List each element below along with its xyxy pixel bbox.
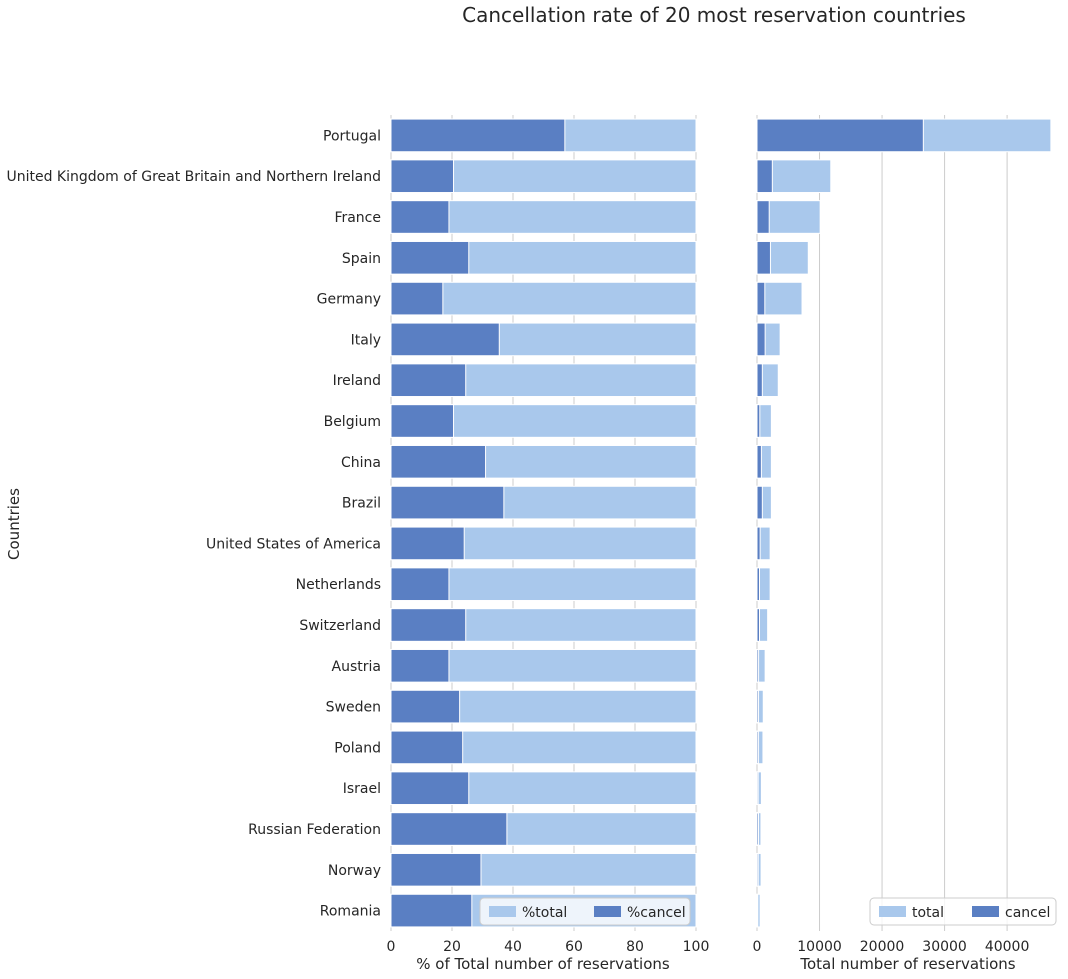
y-tick-spain: Spain: [342, 251, 381, 267]
bar-left-cancel-spain: [390, 240, 470, 275]
bar-right-cancel-brazil: [756, 485, 763, 520]
legend-swatch-cancel: [972, 906, 999, 917]
bar-right-cancel-portugal: [756, 118, 924, 153]
legend-label-total: total: [912, 905, 944, 921]
y-tick-ireland: Ireland: [333, 373, 381, 389]
right-bars: [756, 118, 1052, 928]
bar-left-cancel-portugal: [390, 118, 566, 153]
bar-right-cancel-ireland: [756, 363, 763, 398]
bar-left-cancel-ireland: [390, 363, 467, 398]
bar-left-cancel-united-states-of-america: [390, 526, 465, 561]
bar-left-cancel-united-kingdom-of-great-britain-and-northern-ireland: [390, 159, 455, 194]
left-panel-percent: Portugal United Kingdom of Great Britain …: [6, 115, 709, 973]
bar-left-cancel-austria: [390, 648, 450, 683]
x-tick-left-20: 20: [443, 939, 461, 955]
left-legend: %total %cancel: [479, 897, 691, 926]
x-tick-right-30000: 30000: [922, 939, 967, 955]
bar-right-cancel-belgium: [756, 404, 761, 438]
y-tick-switzerland: Switzerland: [299, 618, 381, 634]
right-x-tick-labels: 0 10000 20000 30000 40000: [753, 939, 1030, 955]
legend-swatch-total: [879, 906, 906, 917]
y-tick-portugal: Portugal: [323, 128, 381, 144]
x-tick-right-0: 0: [753, 939, 762, 955]
x-tick-left-40: 40: [504, 939, 522, 955]
y-tick-israel: Israel: [343, 781, 381, 797]
y-tick-france: France: [334, 210, 381, 226]
y-tick-norway: Norway: [328, 863, 381, 879]
right-gridlines: [756, 115, 1008, 931]
bar-right-cancel-germany: [756, 281, 766, 316]
left-x-tick-labels: 0 20 40 60 80 100: [387, 939, 710, 955]
x-tick-left-100: 100: [683, 939, 710, 955]
x-tick-left-0: 0: [387, 939, 396, 955]
bar-left-cancel-sweden: [390, 689, 461, 724]
y-tick-romania: Romania: [320, 904, 381, 920]
bar-right-cancel-china: [756, 444, 762, 479]
legend-label-cancel: %cancel: [627, 905, 686, 921]
bar-left-cancel-russian-federation: [390, 812, 508, 846]
bar-right-cancel-austria: [756, 648, 760, 683]
legend-box-right: [869, 897, 1057, 926]
right-panel-totals: 0 10000 20000 30000 40000 Total number of re…: [753, 115, 1057, 973]
bar-left-cancel-switzerland: [390, 608, 467, 642]
legend-swatch-cancel: [594, 906, 621, 917]
bar-right-cancel-norway: [756, 852, 759, 887]
left-bars: [390, 118, 697, 928]
y-tick-austria: Austria: [332, 659, 381, 675]
left-x-axis-label: % of Total number of reservations: [416, 955, 670, 973]
legend-label-total: %total: [522, 905, 567, 921]
y-tick-brazil: Brazil: [342, 496, 381, 512]
bar-right-cancel-italy: [756, 322, 766, 357]
bar-left-cancel-italy: [390, 322, 500, 357]
bar-left-cancel-brazil: [390, 485, 505, 520]
right-legend: total cancel: [869, 897, 1057, 926]
y-tick-russian-federation: Russian Federation: [248, 822, 381, 838]
bar-right-cancel-switzerland: [756, 608, 761, 642]
y-tick-poland: Poland: [334, 740, 381, 756]
y-tick-united-states-of-america: United States of America: [206, 536, 381, 552]
bar-left-cancel-netherlands: [390, 567, 450, 602]
bar-right-cancel-sweden: [756, 689, 759, 724]
bar-left-cancel-poland: [390, 730, 464, 765]
bar-right-cancel-israel: [756, 771, 759, 806]
bar-left-cancel-belgium: [390, 404, 455, 438]
left-gridlines: [390, 115, 697, 931]
country-tick-labels: Portugal United Kingdom of Great Britain …: [6, 128, 381, 919]
y-tick-italy: Italy: [351, 332, 381, 348]
y-axis-label: Countries: [5, 488, 23, 560]
bar-left-cancel-romania: [390, 893, 473, 928]
bar-right-cancel-united-states-of-america: [756, 526, 761, 561]
x-tick-right-10000: 10000: [797, 939, 842, 955]
legend-label-cancel: cancel: [1005, 905, 1050, 921]
x-tick-right-20000: 20000: [860, 939, 905, 955]
bar-right-cancel-spain: [756, 240, 771, 275]
bar-left-cancel-norway: [390, 852, 482, 887]
y-tick-germany: Germany: [317, 292, 381, 308]
bar-right-cancel-poland: [756, 730, 759, 765]
bar-left-cancel-china: [390, 444, 487, 479]
legend-box-left: [479, 897, 691, 926]
x-tick-left-60: 60: [565, 939, 583, 955]
y-tick-belgium: Belgium: [324, 414, 381, 430]
y-tick-united-kingdom-of-great-britain-and-northern-ireland: United Kingdom of Great Britain and Nort…: [6, 169, 381, 185]
bar-right-cancel-netherlands: [756, 567, 761, 602]
bar-right-cancel-romania: [756, 893, 759, 928]
bar-right-cancel-united-kingdom-of-great-britain-and-northern-ireland: [756, 159, 773, 194]
bar-left-cancel-israel: [390, 771, 470, 806]
chart-title: Cancellation rate of 20 most reservation…: [462, 3, 966, 27]
y-tick-netherlands: Netherlands: [296, 577, 381, 593]
y-tick-sweden: Sweden: [326, 700, 381, 716]
bar-left-cancel-france: [390, 200, 450, 234]
legend-swatch-total: [489, 906, 516, 917]
bar-right-cancel-russian-federation: [756, 812, 760, 846]
bar-right-cancel-france: [756, 200, 770, 234]
x-tick-left-80: 80: [626, 939, 644, 955]
y-tick-china: China: [341, 455, 381, 471]
x-tick-right-40000: 40000: [985, 939, 1030, 955]
bar-left-cancel-germany: [390, 281, 444, 316]
right-x-axis-label: Total number of reservations: [799, 955, 1015, 973]
